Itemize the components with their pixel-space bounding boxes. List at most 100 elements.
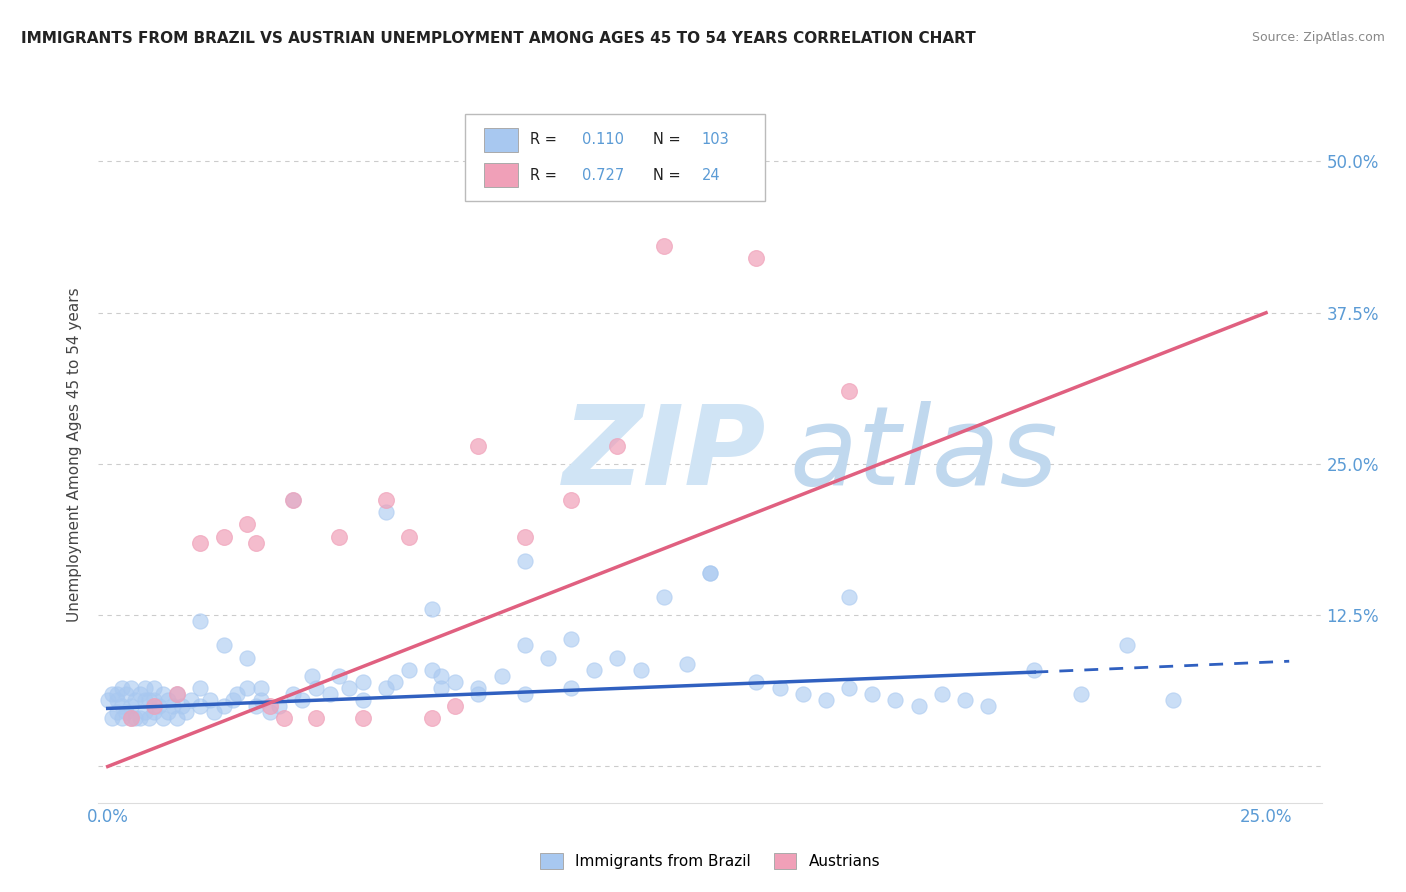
Point — [249, 681, 271, 695]
Text: 0.110: 0.110 — [582, 132, 624, 147]
Point — [124, 711, 146, 725]
Point — [269, 698, 291, 713]
Point — [166, 687, 188, 701]
Text: 103: 103 — [702, 132, 730, 147]
Point — [129, 711, 152, 725]
Bar — [484, 128, 517, 152]
Point — [120, 681, 142, 695]
Point — [212, 639, 235, 653]
Point — [188, 698, 212, 713]
Point — [188, 615, 212, 629]
Text: IMMIGRANTS FROM BRAZIL VS AUSTRIAN UNEMPLOYMENT AMONG AGES 45 TO 54 YEARS CORREL: IMMIGRANTS FROM BRAZIL VS AUSTRIAN UNEMP… — [21, 31, 976, 46]
Bar — [484, 163, 517, 187]
Point — [513, 554, 536, 568]
Point — [212, 698, 235, 713]
Point — [931, 687, 953, 701]
Point — [328, 530, 350, 544]
Point — [188, 535, 212, 549]
Point — [838, 681, 860, 695]
Point — [305, 681, 328, 695]
Point — [115, 687, 138, 701]
Text: N =: N = — [652, 168, 685, 183]
Point — [152, 711, 174, 725]
Point — [281, 493, 304, 508]
Point — [444, 698, 467, 713]
Point — [352, 674, 374, 689]
Point — [166, 687, 188, 701]
Point — [115, 705, 138, 719]
Point — [420, 663, 443, 677]
Point — [606, 439, 628, 453]
Point — [352, 693, 374, 707]
Point — [198, 693, 221, 707]
Point — [630, 663, 652, 677]
Point — [444, 674, 467, 689]
Point — [467, 681, 489, 695]
Point — [110, 698, 132, 713]
Point — [467, 439, 489, 453]
Point — [156, 693, 179, 707]
Point — [188, 681, 212, 695]
Text: 0.727: 0.727 — [582, 168, 624, 183]
Text: ZIP: ZIP — [564, 401, 766, 508]
Point — [148, 698, 170, 713]
Point — [120, 711, 142, 725]
Point — [838, 384, 860, 399]
Point — [235, 681, 257, 695]
Point — [101, 687, 124, 701]
Point — [235, 650, 257, 665]
Point — [768, 681, 790, 695]
Point — [491, 669, 513, 683]
FancyBboxPatch shape — [465, 114, 765, 201]
Point — [105, 687, 128, 701]
Text: R =: R = — [530, 132, 562, 147]
Point — [319, 687, 342, 701]
Point — [676, 657, 699, 671]
Point — [138, 693, 160, 707]
Point — [513, 687, 536, 701]
Point — [120, 711, 142, 725]
Point — [110, 681, 132, 695]
Point — [170, 698, 193, 713]
Point — [124, 693, 146, 707]
Point — [245, 698, 267, 713]
Point — [281, 687, 304, 701]
Point — [305, 711, 328, 725]
Point — [606, 650, 628, 665]
Text: Source: ZipAtlas.com: Source: ZipAtlas.com — [1251, 31, 1385, 45]
Point — [235, 517, 257, 532]
Point — [652, 590, 675, 604]
Point — [860, 687, 883, 701]
Point — [560, 493, 582, 508]
Point — [152, 687, 174, 701]
Point — [537, 650, 560, 665]
Point — [212, 530, 235, 544]
Point — [222, 693, 245, 707]
Point — [374, 493, 396, 508]
Point — [398, 663, 420, 677]
Point — [97, 693, 120, 707]
Point — [420, 711, 443, 725]
Text: atlas: atlas — [790, 401, 1059, 508]
Point — [977, 698, 1000, 713]
Point — [202, 705, 225, 719]
Point — [143, 698, 166, 713]
Point — [374, 505, 396, 519]
Point — [120, 698, 142, 713]
Point — [101, 711, 124, 725]
Y-axis label: Unemployment Among Ages 45 to 54 years: Unemployment Among Ages 45 to 54 years — [67, 287, 83, 623]
Point — [143, 681, 166, 695]
Point — [513, 639, 536, 653]
Point — [384, 674, 406, 689]
Point — [162, 698, 184, 713]
Point — [328, 669, 350, 683]
Point — [953, 693, 976, 707]
Point — [430, 681, 453, 695]
Point — [1024, 663, 1046, 677]
Point — [699, 566, 721, 580]
Point — [143, 693, 166, 707]
Point — [138, 711, 160, 725]
Point — [352, 711, 374, 725]
Point — [129, 687, 152, 701]
Point — [745, 674, 768, 689]
